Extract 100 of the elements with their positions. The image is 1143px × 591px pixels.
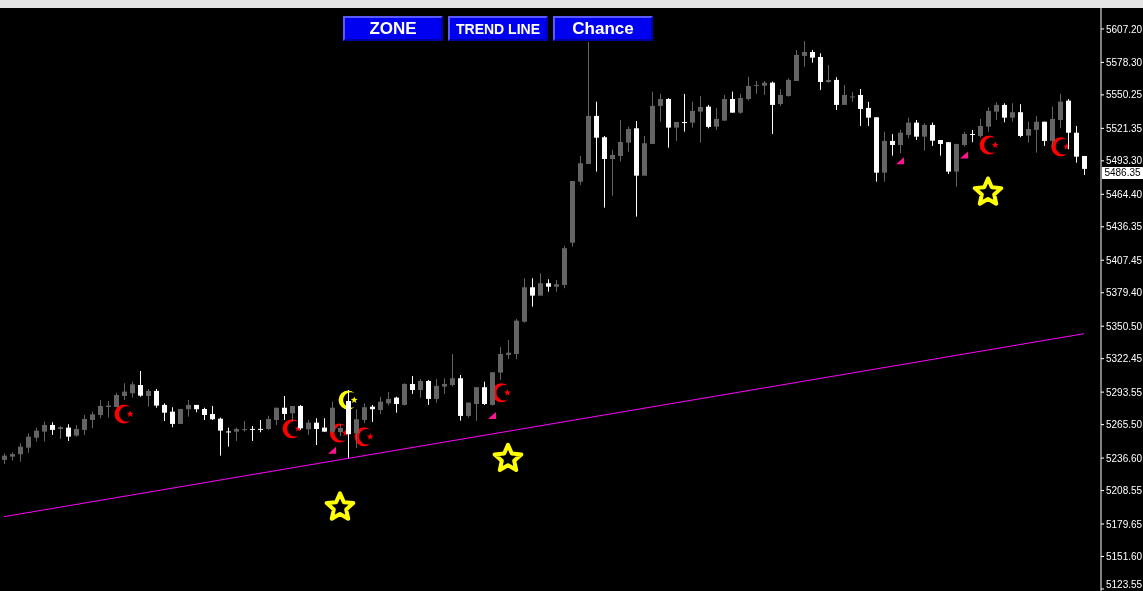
annotation: ZONE xyxy=(369,18,417,39)
candlestick xyxy=(154,388,159,409)
candlestick xyxy=(26,432,31,454)
candlestick xyxy=(138,370,143,398)
y-tick-label: 5436.35 xyxy=(1106,221,1143,233)
candlestick xyxy=(602,135,607,209)
button: ZONE xyxy=(343,16,443,41)
point xyxy=(324,491,356,521)
y-tick-label: 5236.60 xyxy=(1106,452,1143,464)
point xyxy=(896,157,904,165)
y-tick-label: 5550.25 xyxy=(1106,89,1143,101)
candlestick xyxy=(1002,102,1007,123)
candlestick xyxy=(330,401,335,434)
annotation: TREND LINE xyxy=(456,20,540,37)
candlestick xyxy=(578,155,583,186)
y-tick-label: 5379.40 xyxy=(1106,287,1143,299)
candlestick xyxy=(626,126,631,153)
candlestick xyxy=(842,84,847,106)
candlestick xyxy=(802,40,807,68)
candlestick xyxy=(706,104,711,129)
candlestick xyxy=(18,442,23,463)
candlestick xyxy=(250,425,255,442)
candlestick xyxy=(1010,102,1015,123)
candlestick xyxy=(1034,115,1039,154)
candlestick xyxy=(898,129,903,154)
candlestick xyxy=(850,91,855,103)
candlestick xyxy=(858,88,863,127)
candlestick xyxy=(82,414,87,436)
candlestick xyxy=(1018,103,1023,138)
point xyxy=(492,442,524,473)
candlestick xyxy=(722,94,727,122)
candlestick xyxy=(506,339,511,360)
candlestick xyxy=(730,91,735,114)
candlestick xyxy=(1026,121,1031,144)
candlestick xyxy=(218,417,223,457)
candlestick xyxy=(890,133,895,157)
candlestick xyxy=(658,93,663,123)
candlestick xyxy=(746,76,751,102)
button: Chance xyxy=(553,16,653,41)
candlestick xyxy=(698,95,703,144)
candlestick xyxy=(906,117,911,139)
candlestick xyxy=(1058,93,1063,129)
candlestick xyxy=(474,386,479,422)
y-tick-label: 5123.55 xyxy=(1106,579,1143,591)
candlestick xyxy=(314,417,319,446)
candlestick xyxy=(978,118,983,139)
candlestick xyxy=(226,427,231,448)
candlestick xyxy=(482,381,487,406)
candlestick xyxy=(986,106,991,133)
candlestick xyxy=(738,93,743,115)
candlestick xyxy=(922,122,927,152)
candlestick xyxy=(298,404,303,431)
candlestick xyxy=(914,119,919,141)
y-tick-label: 5322.45 xyxy=(1106,353,1143,365)
y-tick-label: 5464.40 xyxy=(1106,188,1143,200)
candlestick xyxy=(42,421,47,443)
candlestick xyxy=(538,272,543,297)
candlestick xyxy=(1074,125,1079,164)
point xyxy=(972,176,1004,206)
y-tick-label: 5151.60 xyxy=(1106,551,1143,563)
text: 5486.35 xyxy=(1104,166,1141,178)
candlestick xyxy=(714,107,719,131)
candlestick xyxy=(866,101,871,127)
y-tick-label: 5407.45 xyxy=(1106,254,1143,266)
candlestick xyxy=(1042,121,1047,147)
button: TREND LINE xyxy=(448,16,548,41)
y-tick-label: 5179.65 xyxy=(1106,518,1143,530)
candlestick xyxy=(170,406,175,428)
candlestick xyxy=(282,395,287,421)
candlestick xyxy=(770,81,775,135)
candlestick xyxy=(786,77,791,98)
y-tick-label: 5208.55 xyxy=(1106,485,1143,497)
candlestick xyxy=(450,353,455,388)
candlestick xyxy=(426,379,431,406)
candlestick xyxy=(610,149,615,197)
y-tick-label: 5350.50 xyxy=(1106,320,1143,332)
annotation: Chance xyxy=(572,18,634,39)
candlestick xyxy=(690,101,695,129)
candlestick xyxy=(498,346,503,381)
candlestick xyxy=(98,399,103,419)
candlestick xyxy=(682,93,687,133)
point xyxy=(328,446,336,454)
candlestick xyxy=(362,402,367,424)
candlestick xyxy=(418,378,423,399)
candlestick xyxy=(530,277,535,308)
point xyxy=(488,411,496,419)
y-tick-label: 5578.30 xyxy=(1106,56,1143,68)
y-tick-label: 5265.50 xyxy=(1106,419,1143,431)
candlestick xyxy=(242,420,247,433)
candlestick xyxy=(754,80,759,95)
candlestick xyxy=(354,408,359,449)
candlestick xyxy=(434,378,439,404)
y-tick-label: 5293.55 xyxy=(1106,386,1143,398)
candlestick xyxy=(618,119,623,163)
candlestick xyxy=(930,122,935,147)
y-tick-label: 5493.30 xyxy=(1106,155,1143,167)
y-tick-label: 5521.35 xyxy=(1106,122,1143,134)
candlestick xyxy=(970,129,975,143)
y-tick-label: 5607.20 xyxy=(1106,23,1143,35)
candlestick xyxy=(402,382,407,407)
